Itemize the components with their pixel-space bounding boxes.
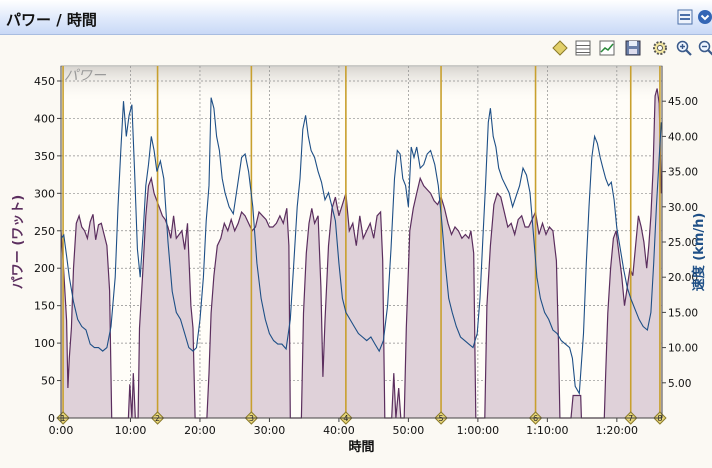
speed-line: [60, 97, 662, 396]
y-axis-label-power: パワー (ワット): [11, 195, 26, 289]
y2-tick-label: 40.00: [668, 131, 698, 143]
zoom-in-icon[interactable]: [675, 39, 693, 57]
y2-tick-label: 30.00: [668, 202, 698, 214]
y-tick-label: 100: [34, 337, 55, 350]
y2-tick-label: 45.00: [668, 96, 698, 108]
settings-gear-icon[interactable]: [651, 39, 669, 57]
window-titlebar: パワー / 時間: [0, 0, 712, 35]
power-line: [60, 88, 662, 419]
speed-series: [60, 97, 662, 396]
y2-tick-label: 15.00: [668, 307, 698, 319]
power-series: [60, 88, 662, 419]
x-tick-label: 1:10:00: [526, 424, 568, 437]
x-tick-label: 1:00:00: [457, 424, 499, 437]
chart-toolbar: [0, 35, 712, 61]
plot-top-band: [62, 67, 661, 103]
y-tick-label: 350: [34, 150, 55, 163]
y-tick-label: 250: [34, 225, 55, 238]
x-tick-label: 50:00: [393, 424, 425, 437]
y-tick-label: 400: [34, 112, 55, 125]
zoom-out-icon[interactable]: [697, 39, 712, 57]
save-icon[interactable]: [624, 39, 642, 57]
x-tick-label: 10:00: [115, 424, 147, 437]
y-tick-label: 300: [34, 187, 55, 200]
x-tick-label: 1:20:00: [596, 424, 638, 437]
x-tick-label: 20:00: [184, 424, 216, 437]
window-title: パワー / 時間: [6, 11, 97, 29]
minimize-panel-icon[interactable]: [677, 9, 693, 25]
axes: 0 50 100 150 200 250 300 350 400 450 5.00 10.00 15.0…: [34, 66, 698, 437]
y2-tick-label: 5.00: [668, 378, 691, 390]
chart-view-icon[interactable]: [598, 39, 616, 57]
y-axis-label-speed: 速度 (km/h): [691, 213, 707, 292]
x-tick-label: 30:00: [254, 424, 286, 437]
y-tick-label: 50: [41, 375, 55, 388]
y-tick-label: 150: [34, 300, 55, 313]
x-tick-label: 0:00: [49, 424, 74, 437]
y2-tick-label: 10.00: [668, 343, 698, 355]
chart-title: パワー: [64, 68, 107, 84]
diamond-marker-icon[interactable]: [551, 39, 569, 57]
power-time-chart[interactable]: 12345678 0501001502002503003504004505.00…: [0, 61, 712, 468]
table-view-icon[interactable]: [574, 39, 592, 57]
y-tick-label: 200: [34, 262, 55, 275]
y2-tick-label: 35.00: [668, 167, 698, 179]
y-tick-label: 0: [48, 412, 55, 425]
x-axis-label: 時間: [348, 439, 374, 455]
y2-tick-label: 25.00: [668, 237, 698, 249]
y2-tick-label: 20.00: [668, 272, 698, 284]
x-tick-label: 40:00: [323, 424, 355, 437]
y-tick-label: 450: [34, 75, 55, 88]
power-area: [61, 88, 662, 418]
panel-menu-chevron-icon[interactable]: [697, 9, 712, 25]
